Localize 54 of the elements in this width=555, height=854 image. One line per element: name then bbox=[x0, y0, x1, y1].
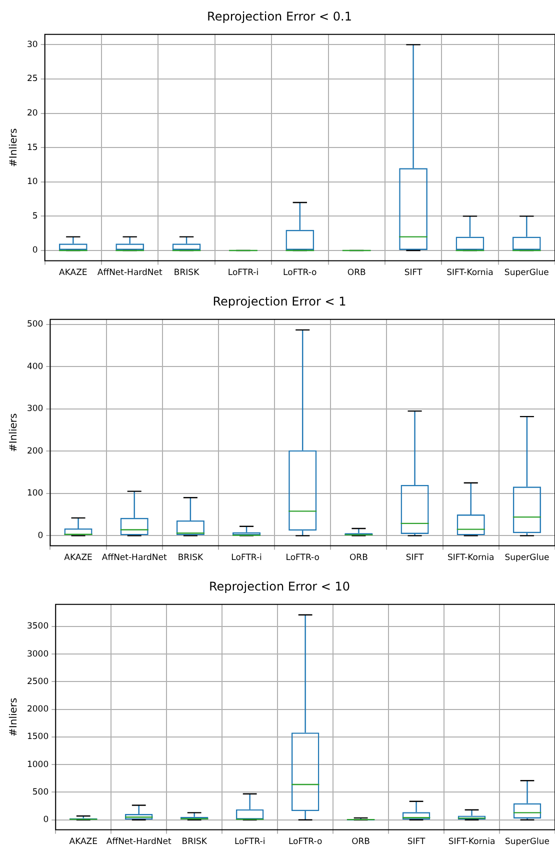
y-tick-label: 3000 bbox=[26, 649, 49, 660]
y-tick-label: 0 bbox=[32, 246, 38, 256]
x-tick-label: SIFT-Kornia bbox=[448, 837, 496, 848]
y-tick-label: 300 bbox=[26, 404, 44, 414]
x-tick-label: AKAZE bbox=[64, 553, 92, 564]
y-tick-label: 400 bbox=[26, 362, 44, 372]
x-tick-label: BRISK bbox=[174, 268, 200, 278]
x-tick-label: LoFTR-i bbox=[231, 553, 262, 564]
x-tick-label: AKAZE bbox=[59, 268, 88, 278]
y-tick-label: 25 bbox=[26, 74, 38, 84]
y-tick-label: 15 bbox=[26, 142, 38, 153]
x-tick-label: SIFT bbox=[407, 837, 426, 848]
y-tick-label: 30 bbox=[26, 40, 38, 50]
x-tick-label: LoFTR-i bbox=[234, 837, 266, 848]
y-tick-label: 100 bbox=[26, 488, 44, 499]
y-tick-label: 2500 bbox=[26, 676, 49, 687]
y-tick-label: 5 bbox=[32, 211, 38, 222]
x-tick-label: SuperGlue bbox=[505, 837, 550, 848]
x-tick-label: ORB bbox=[352, 837, 370, 848]
x-tick-label: LoFTR-o bbox=[288, 837, 322, 848]
y-tick-label: 500 bbox=[26, 320, 44, 330]
x-tick-label: SIFT bbox=[406, 553, 425, 564]
x-tick-label: ORB bbox=[347, 268, 366, 278]
x-tick-label: BRISK bbox=[182, 837, 208, 848]
y-tick-label: 1000 bbox=[26, 760, 49, 770]
y-tick-label: 2000 bbox=[26, 704, 49, 715]
y-axis-title: #Inliers bbox=[8, 128, 20, 167]
x-tick-label: SuperGlue bbox=[504, 268, 549, 278]
x-tick-label: LoFTR-i bbox=[228, 268, 259, 278]
y-tick-label: 500 bbox=[32, 787, 49, 798]
y-tick-label: 10 bbox=[26, 177, 38, 188]
chart-title: Reprojection Error < 0.1 bbox=[207, 9, 352, 24]
chart-title: Reprojection Error < 1 bbox=[212, 294, 346, 308]
y-tick-label: 20 bbox=[26, 108, 38, 118]
y-tick-label: 0 bbox=[43, 815, 49, 826]
y-tick-label: 3500 bbox=[26, 622, 49, 632]
x-tick-label: SIFT-Kornia bbox=[447, 553, 494, 564]
x-tick-label: ORB bbox=[349, 553, 368, 564]
y-tick-label: 0 bbox=[38, 530, 44, 541]
x-tick-label: BRISK bbox=[178, 553, 204, 564]
y-axis-title: #Inliers bbox=[8, 413, 20, 452]
y-axis-title: #Inliers bbox=[8, 698, 20, 736]
x-tick-label: SIFT bbox=[404, 268, 423, 278]
y-tick-label: 200 bbox=[26, 446, 44, 456]
y-tick-label: 1500 bbox=[26, 732, 49, 742]
x-tick-label: AffNet-HardNet bbox=[106, 837, 172, 848]
x-tick-label: AffNet-HardNet bbox=[102, 553, 168, 564]
x-tick-label: AKAZE bbox=[69, 837, 98, 848]
x-tick-label: LoFTR-o bbox=[283, 268, 317, 278]
x-tick-label: SIFT-Kornia bbox=[446, 268, 494, 278]
x-tick-label: AffNet-HardNet bbox=[97, 268, 163, 278]
x-tick-label: SuperGlue bbox=[504, 553, 550, 564]
chart-title: Reprojection Error < 10 bbox=[208, 579, 350, 594]
x-tick-label: LoFTR-o bbox=[286, 553, 320, 564]
